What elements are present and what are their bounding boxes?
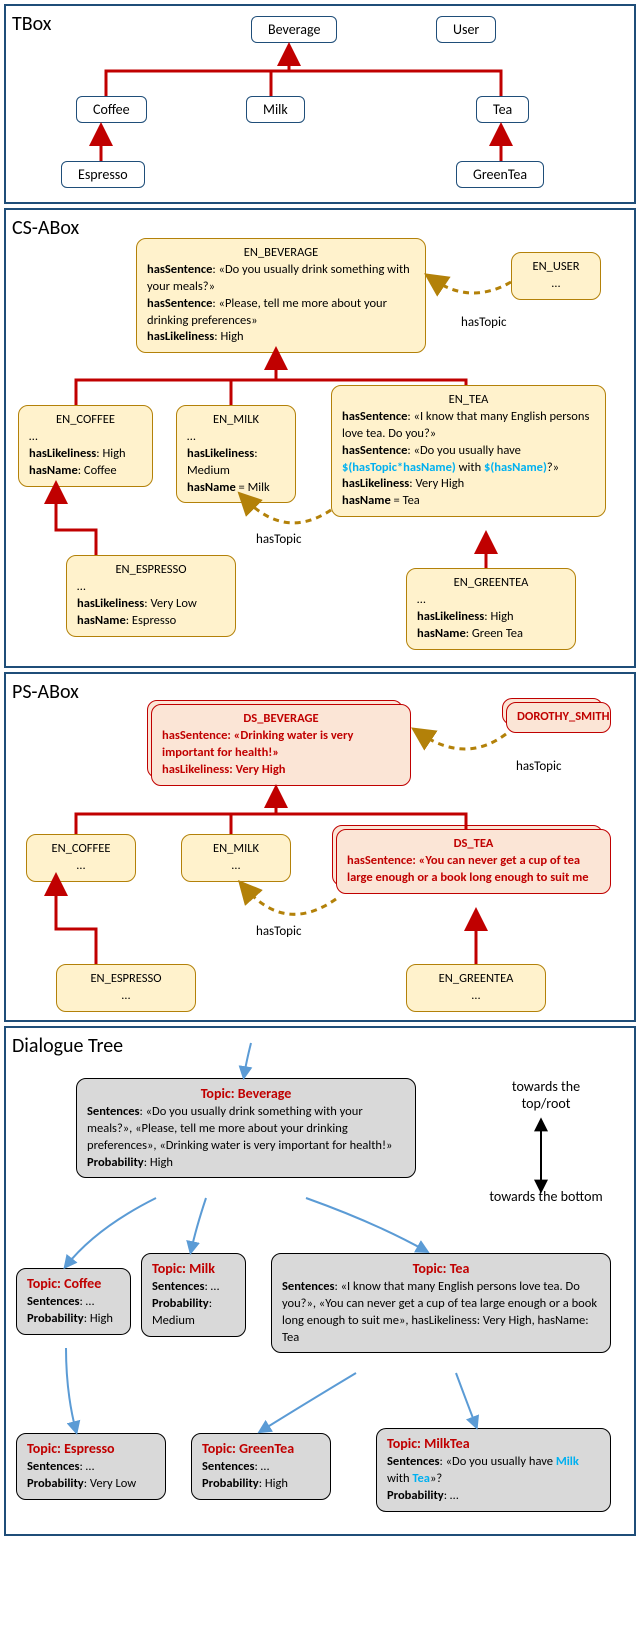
cs-espresso: EN_ESPRESSO … hasLikeliness: Very Low ha… <box>66 555 236 637</box>
dt-milk: Topic: Milk Sentences: … Probability: Me… <box>141 1253 246 1337</box>
cs-greentea: EN_GREENTEA … hasLikeliness: High hasNam… <box>406 568 576 650</box>
ps-greentea: EN_GREENTEA … <box>406 964 546 1012</box>
dt-nav-top: towards the top/root <box>486 1078 606 1112</box>
tbox-tea: Tea <box>476 96 529 123</box>
ps-user: DOROTHY_SMITH <box>506 702 611 733</box>
cs-hastopic-1: hasTopic <box>461 315 507 330</box>
cs-beverage: EN_BEVERAGE hasSentence: «Do you usually… <box>136 238 426 353</box>
dialogue-title: Dialogue Tree <box>12 1034 628 1058</box>
ps-hastopic-1: hasTopic <box>516 759 562 774</box>
tbox-beverage: Beverage <box>251 16 337 43</box>
cs-coffee: EN_COFFEE … hasLikeliness: High hasName:… <box>18 405 153 487</box>
dt-milktea: Topic: MilkTea Sentences: «Do you usuall… <box>376 1428 611 1512</box>
tbox-user: User <box>436 16 496 43</box>
cs-milk: EN_MILK … hasLikeliness: Medium hasName … <box>176 405 296 503</box>
tbox-coffee: Coffee <box>76 96 147 123</box>
tbox-milk: Milk <box>246 96 305 123</box>
dt-tea: Topic: Tea Sentences: «I know that many … <box>271 1253 611 1353</box>
ps-espresso: EN_ESPRESSO … <box>56 964 196 1012</box>
dt-coffee: Topic: Coffee Sentences: … Probability: … <box>16 1268 131 1335</box>
cs-beverage-name: EN_BEVERAGE <box>147 245 415 262</box>
csabox-title: CS-ABox <box>12 216 628 240</box>
ps-hastopic-2: hasTopic <box>256 924 302 939</box>
psabox-title: PS-ABox <box>12 680 628 704</box>
tbox-greentea: GreenTea <box>456 161 544 188</box>
ps-beverage: DS_BEVERAGE hasSentence: «Drinking water… <box>151 704 411 786</box>
cs-user: EN_USER … <box>511 252 601 300</box>
ps-coffee: EN_COFFEE … <box>26 834 136 882</box>
ps-tea: DS_TEA hasSentence: «You can never get a… <box>336 829 611 894</box>
tbox-espresso: Espresso <box>61 161 145 188</box>
cs-hastopic-2: hasTopic <box>256 532 302 547</box>
psabox-panel: PS-ABox DS_BEVERAGE hasSentence: «Drinki… <box>4 672 636 1022</box>
dt-espresso: Topic: Espresso Sentences: … Probability… <box>16 1433 166 1500</box>
dialogue-panel: Dialogue Tree Topic: Beverage Sentences:… <box>4 1026 636 1536</box>
ps-milk: EN_MILK … <box>181 834 291 882</box>
dt-greentea: Topic: GreenTea Sentences: … Probability… <box>191 1433 331 1500</box>
dt-beverage: Topic: Beverage Sentences: «Do you usual… <box>76 1078 416 1178</box>
csabox-panel: CS-ABox EN_BEVERAGE hasSentence: «Do you… <box>4 208 636 668</box>
tbox-panel: TBox Beverage User Coffee Milk Tea Espre… <box>4 4 636 204</box>
dt-nav-bottom: towards the bottom <box>486 1188 606 1205</box>
cs-tea: EN_TEA hasSentence: «I know that many En… <box>331 385 606 517</box>
